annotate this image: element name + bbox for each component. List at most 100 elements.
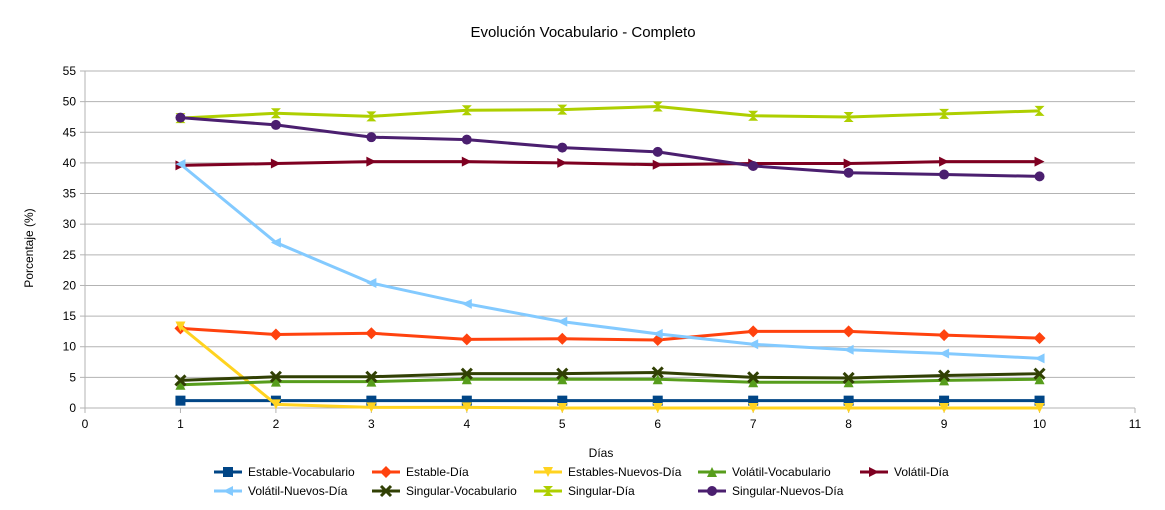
data-point [270, 399, 281, 410]
y-tick-label: 30 [63, 217, 77, 231]
data-point [843, 377, 854, 388]
x-tick-label: 10 [1033, 417, 1047, 431]
data-point [1034, 374, 1045, 385]
data-point [747, 371, 760, 384]
legend-label: Singular-Día [568, 484, 635, 498]
y-tick-label: 25 [63, 248, 77, 262]
data-point [652, 159, 663, 170]
data-point [652, 328, 663, 339]
series-line [180, 370, 1040, 382]
data-point [652, 395, 663, 406]
data-point [557, 142, 568, 153]
data-point [557, 316, 568, 327]
series-vol-til-vocabulario [175, 374, 1045, 390]
data-point [366, 402, 377, 413]
data-point [175, 379, 186, 390]
data-point [557, 395, 568, 406]
data-point [843, 344, 854, 355]
legend-marker [707, 467, 717, 477]
data-point [460, 367, 473, 380]
data-point [748, 403, 759, 413]
series-estable-vocabulario [175, 395, 1045, 406]
x-tick-label: 11 [1129, 417, 1142, 431]
legend-label: Estable-Vocabulario [248, 465, 355, 479]
series-line [179, 325, 1040, 410]
y-axis-label: Porcentaje (%) [22, 208, 36, 287]
x-tick-label: 6 [654, 417, 661, 431]
series-estables-nuevos-d-a [175, 321, 1045, 413]
data-point [1033, 367, 1046, 380]
series-singular-nuevos-d-a [175, 112, 1045, 182]
data-point [366, 156, 377, 167]
legend-label: Volátil-Día [894, 465, 949, 479]
data-point [939, 108, 950, 119]
data-point [460, 333, 473, 346]
legend-marker [707, 486, 717, 496]
data-point [461, 402, 472, 413]
data-point [461, 134, 472, 145]
data-point [1034, 395, 1045, 406]
data-point [270, 237, 281, 248]
data-point [461, 374, 472, 385]
series-vol-til-nuevos-d-a [175, 159, 1045, 364]
data-point [270, 108, 281, 119]
x-tick-label: 2 [273, 417, 280, 431]
legend-marker [869, 467, 879, 477]
legend-item: Singular-Día [534, 484, 635, 498]
data-point [461, 156, 472, 167]
data-point [748, 110, 759, 121]
legend-item: Volátil-Vocabulario [698, 465, 831, 479]
data-point [366, 111, 377, 122]
data-point [1034, 353, 1045, 364]
x-tick-label: 3 [368, 417, 375, 431]
data-point [843, 403, 854, 413]
series-singular-vocabulario [174, 366, 1046, 387]
legend-item: Volátil-Nuevos-Día [214, 484, 348, 498]
y-tick-label: 0 [69, 401, 76, 415]
legend-marker [543, 486, 553, 496]
series-line [180, 116, 1040, 178]
data-point [938, 329, 951, 342]
data-point [939, 395, 950, 406]
data-point [269, 328, 282, 341]
data-point [652, 403, 663, 413]
legend-label: Estable-Día [406, 465, 469, 479]
data-point [365, 327, 378, 340]
x-tick-label: 4 [463, 417, 470, 431]
series-line [180, 326, 1040, 342]
data-point [557, 403, 568, 413]
y-tick-label: 5 [69, 370, 76, 384]
data-point [748, 395, 759, 406]
data-point [557, 157, 568, 168]
legend-item: Singular-Vocabulario [372, 484, 517, 498]
data-point [842, 325, 855, 338]
data-point [175, 321, 186, 332]
series-line [180, 377, 1040, 387]
series-line [180, 160, 1040, 167]
legend-label: Volátil-Nuevos-Día [248, 484, 348, 498]
data-point [748, 160, 759, 171]
data-point [557, 104, 568, 115]
legend-label: Estables-Nuevos-Día [568, 465, 682, 479]
y-tick-label: 15 [63, 309, 77, 323]
data-point [461, 298, 472, 309]
data-point [843, 395, 854, 406]
series-line [179, 162, 1040, 360]
data-point [843, 158, 854, 169]
data-point [1034, 105, 1045, 116]
data-point [365, 370, 378, 383]
x-tick-label: 5 [559, 417, 566, 431]
data-point [1034, 403, 1045, 413]
data-point [939, 156, 950, 167]
data-point [270, 119, 281, 130]
legend-item: Estables-Nuevos-Día [534, 465, 682, 479]
legend-item: Estable-Día [372, 465, 469, 479]
legend-marker [543, 467, 553, 477]
data-point [1034, 156, 1045, 167]
x-tick-label: 7 [750, 417, 757, 431]
series-singular-d-a [175, 101, 1045, 124]
y-tick-label: 10 [63, 340, 77, 354]
data-point [843, 167, 854, 178]
